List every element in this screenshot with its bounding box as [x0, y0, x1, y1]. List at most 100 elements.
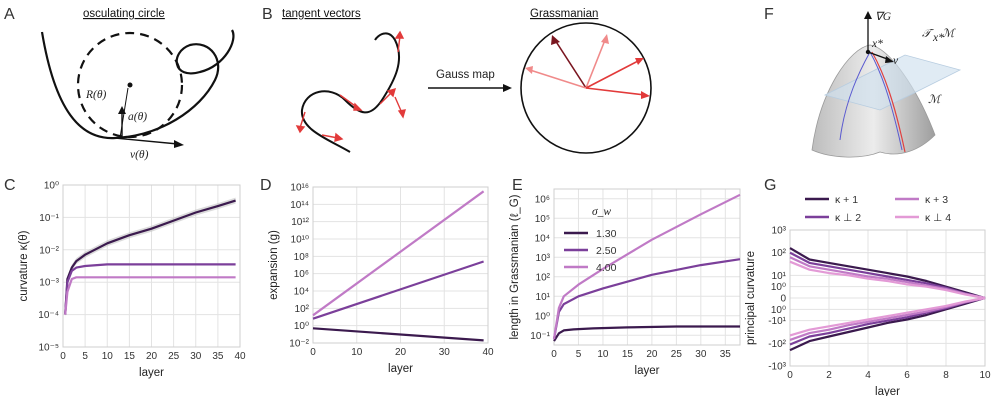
panel-letter-g: G	[764, 177, 776, 194]
series-line	[312, 327, 484, 342]
y-tick-label: 10¹²	[291, 217, 309, 228]
y-tick-label: 10¹⁴	[290, 200, 309, 211]
x-tick-label: 2	[826, 370, 832, 381]
x-tick-label: 4	[865, 370, 871, 381]
chart-d: D 0 10 20 30 40 10¹⁶ 10¹⁴ 10¹² 10¹⁰ 10⁸ 10⁶ 10⁴ 10² 10…	[260, 177, 494, 375]
velocity-arrowhead	[174, 140, 184, 148]
x-tick-label: 10	[351, 347, 363, 358]
legend-item-label: 4.00	[596, 262, 617, 274]
x-tick-label: 40	[482, 347, 494, 358]
legend-item-label: 2.50	[596, 245, 617, 257]
plot-frame	[62, 184, 241, 348]
y-tick-label: 10⁵	[535, 214, 550, 225]
series-line	[312, 190, 485, 317]
panel-letter-d: D	[260, 177, 272, 194]
y-tick-label: 0	[780, 294, 786, 305]
y-tick-label: 10¹⁶	[290, 183, 309, 194]
y-tick-label: 10⁻¹	[39, 213, 59, 224]
charts: C0 5 10 15 20 25 30 35 4010⁰10⁻¹10⁻²10⁻³10⁻⁴10⁻⁵…	[4, 177, 991, 396]
y-tick-label: -10³	[768, 362, 786, 373]
osculating-circle	[76, 31, 184, 139]
grassmanian-vectors	[525, 34, 650, 99]
x-tick-label: 10	[102, 351, 114, 362]
plane-curve	[40, 29, 235, 140]
space-curve	[300, 32, 400, 153]
gauss-map-arrowhead	[503, 84, 512, 92]
label-manifold: ℳ	[928, 94, 942, 106]
legend-item-label: κ + 1	[835, 194, 858, 206]
grassmanian-title: Grassmanian	[530, 8, 598, 20]
y-tick-label: 10⁴	[294, 287, 309, 298]
y-tick-label: -10²	[768, 339, 786, 350]
grassmanian-circle	[520, 22, 652, 154]
series-line	[552, 193, 741, 340]
y-tick-label: 10⁻⁴	[38, 310, 59, 321]
x-axis-label: layer	[875, 386, 900, 396]
y-tick-label: 10¹	[772, 271, 787, 282]
x-axis-label: layer	[388, 363, 413, 375]
red-geodesic	[871, 51, 906, 153]
series-line	[789, 296, 986, 337]
y-tick-label: 10⁰	[44, 181, 59, 192]
x-tick-label: 25	[168, 351, 180, 362]
y-tick-label: 10³	[536, 253, 551, 264]
x-tick-label: 10	[597, 349, 609, 360]
velocity-arrow	[114, 137, 179, 145]
x-tick-label: 10	[979, 370, 991, 381]
y-tick-label: 10⁻²	[39, 245, 59, 256]
panel-a: A osculating circle R(θ) a(θ) v(θ)	[4, 6, 235, 161]
x-tick-label: 6	[904, 370, 910, 381]
y-tick-label: 10⁰	[294, 321, 309, 332]
label-grad-g: ∇G	[875, 11, 892, 23]
y-axis-label: expansion (g)	[268, 230, 280, 300]
tangent-vectors-title: tangent vectors	[282, 8, 361, 20]
series-error-band	[65, 197, 236, 318]
y-tick-label: 10⁻²	[289, 339, 309, 350]
acceleration-arrowhead	[118, 106, 126, 114]
point-x-star	[865, 49, 871, 55]
y-axis-label: curvature κ(θ)	[18, 230, 30, 301]
x-tick-label: 40	[234, 351, 246, 362]
panel-b: B tangent vectors Grassmanian Gauss map	[262, 6, 652, 154]
y-tick-label: 10⁻³	[39, 278, 59, 289]
series-line	[64, 263, 236, 315]
x-tick-label: 20	[146, 351, 158, 362]
circle-center-dot	[127, 82, 133, 88]
series-line	[789, 260, 986, 300]
x-tick-label: 0	[310, 347, 316, 358]
y-tick-label: 10²	[772, 248, 787, 259]
series-line	[552, 258, 741, 340]
x-tick-label: 30	[190, 351, 202, 362]
label-tangent-space-sub: x*	[932, 32, 944, 44]
x-tick-label: 35	[720, 349, 732, 360]
x-axis-label: layer	[635, 365, 660, 377]
gauss-map-label: Gauss map	[436, 69, 495, 81]
legend-title: σ_w	[592, 206, 611, 218]
y-tick-label: 10⁴	[535, 233, 550, 244]
series-line	[64, 199, 236, 315]
x-tick-label: 25	[671, 349, 683, 360]
x-tick-label: 20	[646, 349, 658, 360]
label-v: v	[893, 55, 899, 67]
x-tick-label: 15	[124, 351, 136, 362]
chart-g: G0 2 4 6 8 1010³10²10¹10⁰010⁰-10¹-10²-10³laye…	[745, 177, 991, 396]
plot-frame	[553, 188, 741, 346]
panel-letter-a: A	[4, 6, 15, 23]
y-tick-label: 10²	[536, 272, 551, 283]
gradient-arrowhead	[864, 11, 872, 19]
x-tick-label: 0	[787, 370, 793, 381]
tangent-arrows	[295, 30, 406, 142]
y-tick-label: 10⁰	[771, 305, 786, 316]
x-tick-label: 20	[395, 347, 407, 358]
y-axis-label: principal curvature	[745, 251, 757, 345]
y-tick-label: 10⁶	[535, 194, 550, 205]
y-tick-label: 10⁰	[535, 311, 550, 322]
label-x-star: x*	[871, 38, 883, 50]
legend: σ_w 1.30 2.50 4.00	[564, 206, 617, 274]
x-tick-label: 30	[439, 347, 451, 358]
x-tick-label: 5	[82, 351, 88, 362]
panel-letter-c: C	[4, 177, 16, 194]
y-tick-label: 10⁶	[294, 269, 309, 280]
y-tick-label: 10¹	[536, 292, 551, 303]
